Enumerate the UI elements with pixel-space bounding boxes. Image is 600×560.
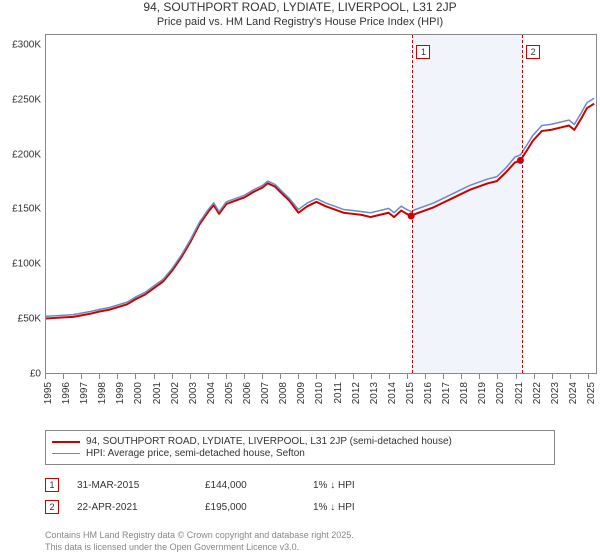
x-tick-label: 2019 (477, 382, 488, 404)
x-tick-label: 2011 (333, 382, 344, 404)
chart-area: £0£50K£100K£150K£200K£250K£300K 12 19951… (0, 34, 600, 424)
footer-line-1: Contains HM Land Registry data © Crown c… (45, 530, 555, 542)
x-tick-label: 2008 (278, 382, 289, 404)
y-tick-label: £250K (12, 94, 41, 105)
sale-date: 22-APR-2021 (77, 502, 187, 513)
x-tick-label: 2004 (206, 382, 217, 404)
chart-series-line (46, 98, 594, 316)
x-tick-label: 2003 (188, 382, 199, 404)
x-tick-label: 2001 (152, 382, 163, 404)
legend-label: HPI: Average price, semi-detached house,… (86, 448, 305, 459)
x-tick-label: 2017 (441, 382, 452, 404)
x-tick-label: 2016 (423, 382, 434, 404)
sale-delta: 1% ↓ HPI (313, 502, 355, 513)
chart-svg (46, 35, 596, 373)
y-axis: £0£50K£100K£150K£200K£250K£300K (0, 34, 45, 374)
sale-row: 2 22-APR-2021 £195,000 1% ↓ HPI (45, 500, 555, 514)
x-tick-label: 2002 (170, 382, 181, 404)
sale-row: 1 31-MAR-2015 £144,000 1% ↓ HPI (45, 478, 555, 492)
x-tick-label: 2014 (387, 382, 398, 404)
sale-price: £144,000 (205, 480, 295, 491)
x-tick-label: 2010 (314, 382, 325, 404)
legend-item: 94, SOUTHPORT ROAD, LYDIATE, LIVERPOOL, … (52, 436, 548, 447)
x-tick-label: 2007 (260, 382, 271, 404)
x-tick-label: 2024 (568, 382, 579, 404)
sale-row-marker: 1 (45, 478, 59, 492)
x-tick-label: 2021 (514, 382, 525, 404)
footer-attribution: Contains HM Land Registry data © Crown c… (45, 530, 555, 553)
x-tick-label: 2023 (550, 382, 561, 404)
sale-date: 31-MAR-2015 (77, 480, 187, 491)
x-tick-label: 2025 (586, 382, 597, 404)
sale-marker-line (522, 35, 523, 373)
chart-series-line (46, 104, 594, 319)
sale-marker-line (412, 35, 413, 373)
sale-row-marker: 2 (45, 500, 59, 514)
chart-title: 94, SOUTHPORT ROAD, LYDIATE, LIVERPOOL, … (0, 0, 600, 14)
sale-marker-label: 2 (526, 45, 540, 59)
legend-label: 94, SOUTHPORT ROAD, LYDIATE, LIVERPOOL, … (86, 436, 452, 447)
y-tick-label: £200K (12, 149, 41, 160)
x-tick-label: 2022 (532, 382, 543, 404)
y-tick-label: £300K (12, 39, 41, 50)
x-tick-label: 2012 (351, 382, 362, 404)
x-tick-label: 2018 (459, 382, 470, 404)
legend-swatch (52, 453, 80, 454)
legend: 94, SOUTHPORT ROAD, LYDIATE, LIVERPOOL, … (45, 430, 555, 465)
sale-marker-dot (408, 213, 415, 220)
y-tick-label: £50K (18, 314, 41, 325)
sale-price: £195,000 (205, 502, 295, 513)
x-tick-label: 2005 (224, 382, 235, 404)
x-axis: 1995 1996 1997 1998 1999 2000 2001 2002 2003 2004… (45, 374, 597, 424)
x-tick-label: 2020 (495, 382, 506, 404)
x-tick-label: 2013 (369, 382, 380, 404)
x-tick-label: 2000 (133, 382, 144, 404)
x-tick-label: 2009 (296, 382, 307, 404)
x-tick-label: 1998 (97, 382, 108, 404)
x-tick-label: 1995 (43, 382, 54, 404)
y-tick-label: £100K (12, 259, 41, 270)
chart-subtitle: Price paid vs. HM Land Registry's House … (0, 16, 600, 28)
y-tick-label: £150K (12, 204, 41, 215)
x-tick-label: 1999 (115, 382, 126, 404)
sale-delta: 1% ↓ HPI (313, 480, 355, 491)
sale-marker-label: 1 (416, 45, 430, 59)
plot-area: 12 (45, 34, 597, 374)
footer-line-2: This data is licensed under the Open Gov… (45, 542, 555, 554)
x-tick-label: 2006 (242, 382, 253, 404)
x-tick-label: 2015 (405, 382, 416, 404)
legend-swatch (52, 441, 80, 443)
x-tick-label: 1996 (61, 382, 72, 404)
legend-item: HPI: Average price, semi-detached house,… (52, 448, 548, 459)
x-tick-label: 1997 (79, 382, 90, 404)
y-tick-label: £0 (30, 369, 41, 380)
